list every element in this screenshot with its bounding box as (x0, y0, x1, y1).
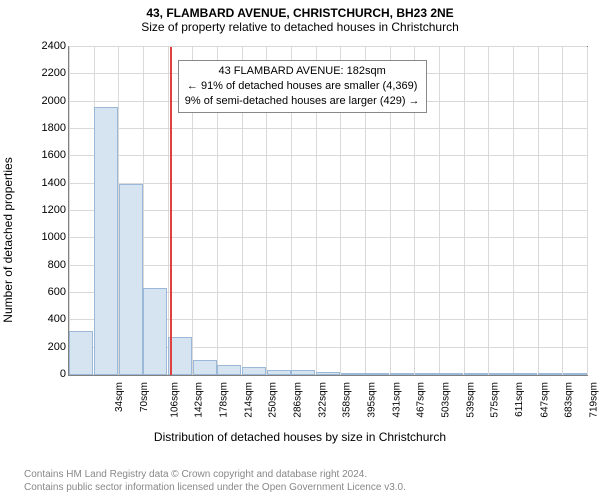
y-tick-label: 1400 (26, 177, 66, 189)
x-tick-label: 719sqm (589, 382, 600, 418)
footer-attribution: Contains HM Land Registry data © Crown c… (24, 468, 406, 494)
x-tick-label: 611sqm (514, 382, 525, 417)
histogram-bar (489, 373, 513, 375)
annotation-line: 9% of semi-detached houses are larger (4… (185, 94, 420, 109)
gridline-vertical (488, 47, 489, 375)
footer-line-1: Contains HM Land Registry data © Crown c… (24, 468, 406, 481)
x-tick-label: 503sqm (441, 382, 452, 418)
y-tick-label: 800 (26, 259, 66, 271)
gridline-horizontal (69, 237, 587, 238)
y-tick-label: 1800 (26, 122, 66, 134)
x-axis-label: Distribution of detached houses by size … (0, 430, 600, 444)
histogram-bar (513, 373, 537, 375)
x-tick-label: 322sqm (317, 382, 328, 418)
chart-area: Number of detached properties 43 FLAMBAR… (20, 38, 590, 428)
histogram-bar (291, 370, 315, 375)
x-tick-label: 431sqm (391, 382, 402, 418)
x-tick-label: 358sqm (342, 382, 353, 418)
x-tick-label: 539sqm (465, 382, 476, 418)
histogram-bar (365, 373, 389, 375)
annotation-line: 43 FLAMBARD AVENUE: 182sqm (185, 64, 420, 79)
gridline-horizontal (69, 128, 587, 129)
histogram-bar (464, 373, 488, 375)
x-tick-label: 214sqm (243, 382, 254, 418)
gridline-vertical (464, 47, 465, 375)
x-tick-label: 106sqm (169, 382, 180, 418)
histogram-bar (316, 372, 340, 375)
histogram-bar (242, 367, 266, 375)
chart-container: 43, FLAMBARD AVENUE, CHRISTCHURCH, BH23 … (0, 0, 600, 500)
y-tick-label: 2400 (26, 40, 66, 52)
y-tick-label: 1600 (26, 149, 66, 161)
x-tick-label: 142sqm (194, 382, 205, 418)
gridline-vertical (587, 47, 588, 375)
histogram-bar (267, 370, 291, 375)
histogram-bar (193, 360, 217, 375)
x-tick-label: 286sqm (293, 382, 304, 418)
x-tick-label: 467sqm (416, 382, 427, 418)
footer-line-2: Contains public sector information licen… (24, 481, 406, 494)
plot-area: 43 FLAMBARD AVENUE: 182sqm← 91% of detac… (68, 46, 588, 376)
y-tick-label: 200 (26, 341, 66, 353)
gridline-horizontal (69, 155, 587, 156)
y-axis-label: Number of detached properties (1, 157, 15, 322)
y-tick-label: 600 (26, 286, 66, 298)
gridline-vertical (168, 47, 169, 375)
gridline-horizontal (69, 210, 587, 211)
histogram-bar (563, 373, 587, 375)
annotation-line: ← 91% of detached houses are smaller (4,… (185, 79, 420, 94)
x-tick-label: 178sqm (219, 382, 230, 418)
histogram-bar (415, 373, 439, 375)
gridline-horizontal (69, 183, 587, 184)
x-tick-label: 34sqm (114, 382, 125, 412)
gridline-horizontal (69, 265, 587, 266)
y-tick-label: 1000 (26, 231, 66, 243)
histogram-bar (341, 373, 365, 375)
gridline-vertical (538, 47, 539, 375)
histogram-bar (69, 331, 93, 375)
chart-title: 43, FLAMBARD AVENUE, CHRISTCHURCH, BH23 … (0, 0, 600, 20)
x-tick-label: 70sqm (139, 382, 150, 412)
gridline-vertical (439, 47, 440, 375)
histogram-bar (143, 288, 167, 375)
histogram-bar (439, 373, 463, 375)
x-tick-label: 250sqm (268, 382, 279, 418)
gridline-vertical (513, 47, 514, 375)
y-tick-label: 1200 (26, 204, 66, 216)
histogram-bar (94, 107, 118, 375)
gridline-vertical (69, 47, 70, 375)
y-tick-label: 400 (26, 313, 66, 325)
gridline-horizontal (69, 46, 587, 47)
y-tick-label: 2200 (26, 67, 66, 79)
x-tick-label: 683sqm (564, 382, 575, 418)
x-tick-label: 395sqm (367, 382, 378, 418)
x-tick-label: 647sqm (539, 382, 550, 418)
histogram-bar (217, 365, 241, 375)
histogram-bar (538, 373, 562, 375)
x-tick-label: 575sqm (490, 382, 501, 418)
annotation-box: 43 FLAMBARD AVENUE: 182sqm← 91% of detac… (178, 60, 427, 113)
chart-subtitle: Size of property relative to detached ho… (0, 20, 600, 38)
y-tick-label: 0 (26, 368, 66, 380)
reference-line (170, 47, 172, 375)
histogram-bar (119, 184, 143, 375)
y-tick-label: 2000 (26, 95, 66, 107)
gridline-vertical (562, 47, 563, 375)
histogram-bar (390, 373, 414, 375)
